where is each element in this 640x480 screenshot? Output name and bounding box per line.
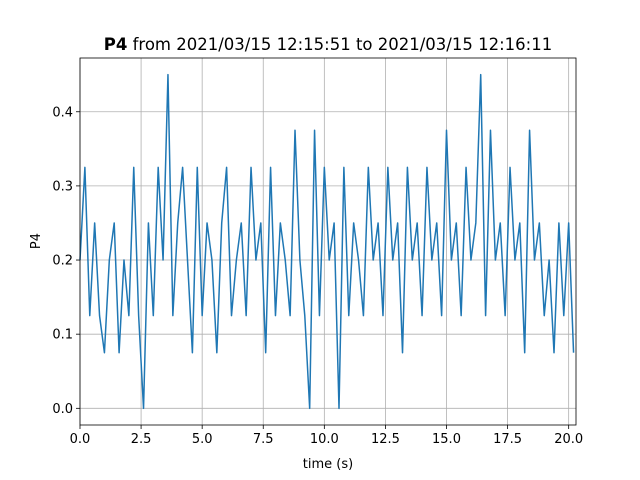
plot-frame — [79, 57, 577, 426]
x-tick-label: 5.0 — [192, 432, 213, 447]
x-tick-label: 0.0 — [70, 432, 91, 447]
y-axis-label: P4 — [29, 233, 44, 249]
title-text: from 2021/03/15 12:15:51 to 2021/03/15 1… — [133, 35, 553, 54]
x-tick-label: 7.5 — [253, 432, 274, 447]
data-line — [79, 73, 575, 410]
y-tick-label: 0.2 — [52, 254, 73, 269]
x-tick-label: 20.0 — [554, 432, 583, 447]
x-tick-label: 2.5 — [131, 432, 152, 447]
x-axis-label: time (s) — [303, 457, 353, 472]
x-tick-label: 15.0 — [432, 432, 461, 447]
x-tick-label: 17.5 — [493, 432, 522, 447]
y-tick-label: 0.0 — [52, 402, 73, 417]
title-bold: P4 — [104, 35, 128, 54]
y-tick-label: 0.3 — [52, 179, 73, 194]
x-tick-label: 12.5 — [371, 432, 400, 447]
x-tick-label: 10.0 — [310, 432, 339, 447]
chart-title: P4 from 2021/03/15 12:15:51 to 2021/03/1… — [104, 35, 552, 54]
y-tick-label: 0.1 — [52, 328, 73, 343]
y-tick-label: 0.4 — [52, 105, 73, 120]
